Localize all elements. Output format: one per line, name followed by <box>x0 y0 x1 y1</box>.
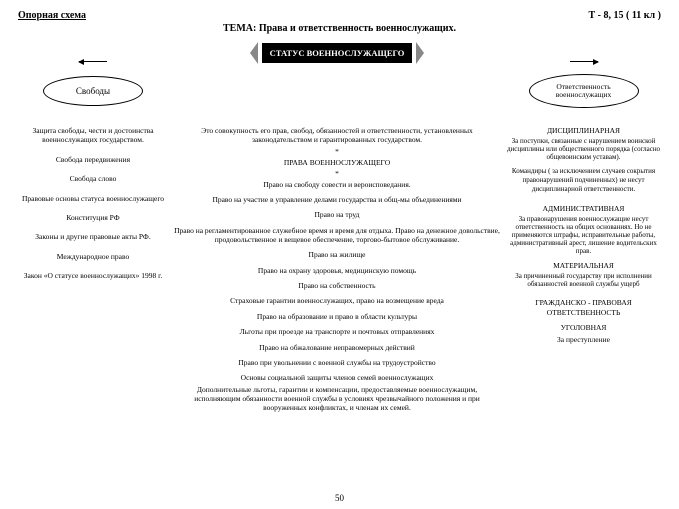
left-item: Законы и другие правовые акты РФ. <box>18 232 168 241</box>
banner-notch-left-icon <box>248 42 258 64</box>
right-item: За причиненный государству при исполнени… <box>506 272 661 288</box>
mid-item: Право на собственность <box>174 281 500 290</box>
left-item: Свобода слово <box>18 174 168 183</box>
right-heading: ДИСЦИПЛИНАРНАЯ <box>506 126 661 135</box>
status-banner: СТАТУС ВОЕННОСЛУЖАЩЕГО <box>168 42 506 64</box>
asterisk-icon: * <box>174 147 500 156</box>
header-left: Опорная схема <box>18 10 86 21</box>
mid-item: Право на жилище <box>174 250 500 259</box>
left-item: Защита свободы, чести и достоинства воен… <box>18 126 168 145</box>
mid-heading: ПРАВА ВОЕННОСЛУЖАЩЕГО <box>174 158 500 167</box>
mid-item: Право на труд <box>174 210 500 219</box>
mid-item: Право на образование и право в области к… <box>174 312 500 321</box>
page-number: 50 <box>0 493 679 503</box>
ellipse-freedoms: Свободы <box>43 76 143 106</box>
theme-title: ТЕМА: Права и ответственность военнослуж… <box>18 23 661 34</box>
header-right: Т - 8, 15 ( 11 кл ) <box>589 10 661 21</box>
mid-item: Основы социальной защиты членов семей во… <box>174 373 500 382</box>
mid-item: Право на обжалование неправомерных дейст… <box>174 343 500 352</box>
mid-item: Право на участие в управление делами гос… <box>174 195 500 204</box>
mid-item: Право на регламентированное служебное вр… <box>174 226 500 245</box>
arrow-left-icon <box>79 61 107 62</box>
left-item: Конституция РФ <box>18 213 168 222</box>
ellipse-responsibility-label: Ответственность военнослужащих <box>530 83 638 100</box>
mid-item: Право на охрану здоровья, медицинскую по… <box>174 266 500 275</box>
right-heading: МАТЕРИАЛЬНАЯ <box>506 261 661 270</box>
mid-item: Право на свободу совести и вероисповедан… <box>174 180 500 189</box>
right-item: Командиры ( за исключением случаев сокры… <box>506 167 661 193</box>
asterisk-icon: * <box>174 169 500 178</box>
left-item: Закон «О статусе военнослужащих» 1998 г. <box>18 271 168 280</box>
ellipse-responsibility: Ответственность военнослужащих <box>529 74 639 108</box>
left-item: Свобода передвижения <box>18 155 168 164</box>
header: Опорная схема Т - 8, 15 ( 11 кл ) <box>18 10 661 21</box>
left-column: Защита свободы, чести и достоинства воен… <box>18 116 168 412</box>
right-heading: АДМИНИСТРАТИВНАЯ <box>506 204 661 213</box>
status-banner-label: СТАТУС ВОЕННОСЛУЖАЩЕГО <box>262 43 413 63</box>
arrow-right-icon <box>570 61 598 62</box>
right-heading: УГОЛОВНАЯ <box>506 323 661 332</box>
mid-item: Страховые гарантии военнослужащих, право… <box>174 296 500 305</box>
left-item: Международное право <box>18 252 168 261</box>
mid-intro: Это совокупность его прав, свобод, обяза… <box>174 126 500 145</box>
mid-item: Право при увольнении с военной службы на… <box>174 358 500 367</box>
right-item: За преступление <box>506 335 661 344</box>
right-heading: ГРАЖДАНСКО - ПРАВОВАЯ ОТВЕТСТВЕННОСТЬ <box>506 298 661 317</box>
mid-item: Дополнительные льготы, гарантии и компен… <box>174 385 500 412</box>
left-item: Правовые основы статуса военнослужащего <box>18 194 168 203</box>
right-item: За поступки, связанные с нарушением воин… <box>506 137 661 161</box>
right-item: За правонарушения военнослужащие несут о… <box>506 215 661 255</box>
banner-notch-right-icon <box>416 42 426 64</box>
ellipse-freedoms-label: Свободы <box>76 86 110 96</box>
middle-column: Это совокупность его прав, свобод, обяза… <box>168 116 506 412</box>
right-column: ДИСЦИПЛИНАРНАЯ За поступки, связанные с … <box>506 116 661 412</box>
mid-item: Льготы при проезде на транспорте и почто… <box>174 327 500 336</box>
